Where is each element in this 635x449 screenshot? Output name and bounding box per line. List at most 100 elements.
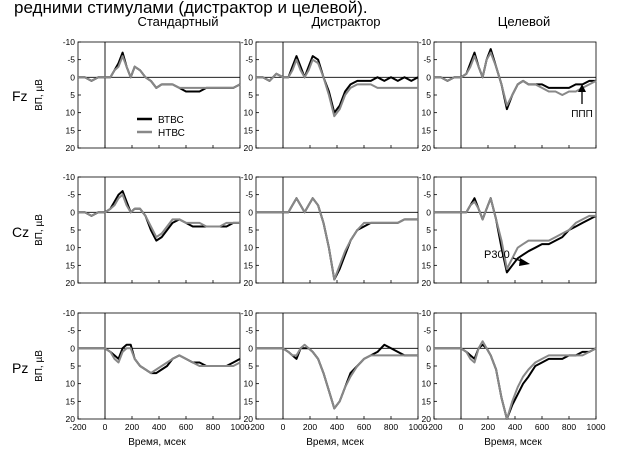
x-tick-label: 200 bbox=[303, 422, 317, 432]
y-axis-label-pz: ВП, µВ bbox=[34, 350, 45, 382]
row-label-pz: Pz bbox=[12, 360, 28, 376]
y-tick-label: -10 bbox=[63, 37, 76, 47]
x-tick-label: 800 bbox=[206, 422, 220, 432]
x-tick-label: 1000 bbox=[409, 422, 428, 432]
x-axis-labels: Время, мсек Время, мсек Время, мсек bbox=[128, 437, 542, 448]
x-tick-label: 0 bbox=[103, 422, 108, 432]
x-tick-label: -200 bbox=[247, 422, 264, 432]
y-tick-label: 20 bbox=[422, 414, 432, 424]
x-axis-label-standard: Время, мсек bbox=[128, 437, 186, 448]
series-line-vtvs bbox=[256, 197, 418, 281]
panel-frame bbox=[255, 176, 419, 284]
panel-fz-0: -10 -5 0 5 10 15 20 bbox=[63, 37, 241, 153]
y-tick-label: 5 bbox=[248, 361, 253, 371]
y-tick-label: 0 bbox=[248, 343, 253, 353]
y-tick-label: 15 bbox=[422, 396, 432, 406]
y-tick-label: 0 bbox=[426, 72, 431, 82]
legend-label-ntvs: НТВС bbox=[158, 128, 185, 139]
panel-pz-2: -10 -5 0 5 10 15 20-200 0 200 400 600 800 1000 bbox=[419, 308, 606, 432]
panel-cz-1: -10 -5 0 5 10 15 20 bbox=[241, 172, 419, 288]
header-fragment: редними стимулами (дистрактор и целевой)… bbox=[14, 0, 368, 17]
x-tick-label: 1000 bbox=[587, 422, 606, 432]
panel-frame bbox=[433, 176, 597, 284]
col-title-standard: Стандартный bbox=[137, 14, 218, 29]
panel-cz-2: -10 -5 0 5 10 15 20 bbox=[419, 172, 597, 288]
y-tick-label: 15 bbox=[244, 396, 254, 406]
panel-pz-0: -10 -5 0 5 10 15 20-200 0 200 400 600 800 1000 bbox=[63, 308, 250, 432]
y-tick-label: 15 bbox=[66, 125, 76, 135]
x-tick-label: 800 bbox=[562, 422, 576, 432]
y-tick-label: -10 bbox=[419, 172, 432, 182]
panel-frame bbox=[255, 312, 419, 420]
y-tick-label: 10 bbox=[244, 108, 254, 118]
y-tick-label: 20 bbox=[244, 278, 254, 288]
y-tick-label: -5 bbox=[67, 55, 75, 65]
y-tick-label: 10 bbox=[244, 243, 254, 253]
series-line-ntvs bbox=[256, 58, 418, 118]
x-tick-label: 400 bbox=[508, 422, 522, 432]
series-line-ntvs bbox=[78, 55, 241, 89]
y-tick-label: 10 bbox=[422, 243, 432, 253]
column-titles: Стандартный Дистрактор Целевой bbox=[137, 14, 550, 29]
y-tick-label: 0 bbox=[70, 72, 75, 82]
y-tick-label: -5 bbox=[423, 190, 431, 200]
y-tick-label: -10 bbox=[63, 308, 76, 318]
y-tick-label: 15 bbox=[244, 125, 254, 135]
y-tick-label: -10 bbox=[241, 172, 254, 182]
y-tick-label: -10 bbox=[241, 37, 254, 47]
series-line-vtvs bbox=[256, 55, 419, 114]
y-tick-label: 5 bbox=[70, 225, 75, 235]
col-title-distractor: Дистрактор bbox=[311, 14, 380, 29]
y-tick-label: 15 bbox=[422, 125, 432, 135]
x-tick-label: -200 bbox=[69, 422, 86, 432]
y-tick-label: 20 bbox=[66, 278, 76, 288]
y-tick-label: -5 bbox=[245, 55, 253, 65]
y-tick-label: 0 bbox=[70, 207, 75, 217]
legend-label-vtvs: ВТВС bbox=[158, 115, 184, 126]
y-tick-label: -10 bbox=[63, 172, 76, 182]
series-line-ntvs bbox=[256, 197, 418, 281]
y-axis-label-cz: ВП, µВ bbox=[34, 214, 45, 246]
x-axis-label-distractor: Время, мсек bbox=[306, 437, 364, 448]
y-tick-label: 10 bbox=[422, 379, 432, 389]
panel-frame bbox=[77, 176, 241, 284]
panels: -10-505101520-10-505101520-10-505101520-… bbox=[63, 37, 606, 432]
x-tick-label: 400 bbox=[330, 422, 344, 432]
x-tick-label: 1000 bbox=[231, 422, 250, 432]
x-tick-label: 600 bbox=[179, 422, 193, 432]
y-tick-label: 20 bbox=[66, 143, 76, 153]
series-line-ntvs bbox=[434, 51, 597, 107]
x-tick-label: 0 bbox=[281, 422, 286, 432]
y-tick-label: -10 bbox=[241, 308, 254, 318]
panel-frame bbox=[255, 41, 419, 149]
y-tick-label: 20 bbox=[244, 414, 254, 424]
y-tick-label: 10 bbox=[66, 379, 76, 389]
panel-pz-1: -10 -5 0 5 10 15 20-200 0 200 400 600 800 1000 bbox=[241, 308, 428, 432]
y-tick-label: 0 bbox=[426, 207, 431, 217]
y-tick-label: 0 bbox=[248, 72, 253, 82]
y-tick-label: -10 bbox=[419, 308, 432, 318]
y-tick-label: 10 bbox=[66, 108, 76, 118]
y-tick-label: 5 bbox=[426, 361, 431, 371]
y-axis-label-fz: ВП, µВ bbox=[34, 79, 45, 111]
panel-cz-0: -10 -5 0 5 10 15 20 bbox=[63, 172, 241, 288]
y-tick-label: 5 bbox=[248, 225, 253, 235]
p300-arrowhead bbox=[519, 258, 530, 266]
x-tick-label: 200 bbox=[481, 422, 495, 432]
panel-fz-1: -10 -5 0 5 10 15 20 bbox=[241, 37, 419, 153]
series-line-ntvs bbox=[78, 193, 240, 239]
x-axis-label-target: Время, мсек bbox=[484, 437, 542, 448]
y-tick-label: 0 bbox=[70, 343, 75, 353]
y-tick-label: -5 bbox=[245, 326, 253, 336]
col-title-target: Целевой bbox=[498, 14, 550, 29]
panel-frame bbox=[433, 41, 597, 149]
y-tick-label: 0 bbox=[426, 343, 431, 353]
y-tick-label: -5 bbox=[245, 190, 253, 200]
x-tick-label: 0 bbox=[459, 422, 464, 432]
y-tick-label: 15 bbox=[422, 260, 432, 270]
x-tick-label: 600 bbox=[535, 422, 549, 432]
legend: ВТВС НТВС bbox=[137, 115, 185, 139]
series-line-vtvs bbox=[434, 48, 596, 111]
y-tick-label: 15 bbox=[66, 260, 76, 270]
panel-frame bbox=[433, 312, 597, 420]
